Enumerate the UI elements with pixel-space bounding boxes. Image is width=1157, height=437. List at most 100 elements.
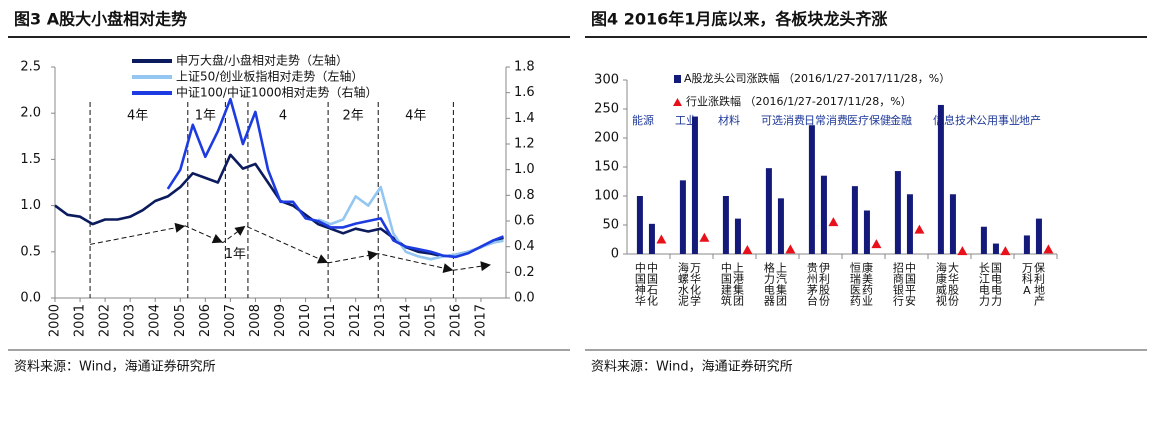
figure-title: 图4 2016年1月底以来，各板块龙头齐涨 bbox=[591, 10, 887, 29]
x-tick-label: 2016 bbox=[448, 304, 463, 337]
x-tick-label: 2009 bbox=[273, 304, 288, 337]
bar bbox=[636, 196, 643, 254]
y-tick-label: 1.5 bbox=[20, 152, 41, 167]
bar bbox=[894, 171, 901, 254]
x-tick-label: 2013 bbox=[373, 304, 388, 337]
x-tick-label: 伊利股份 bbox=[817, 262, 830, 307]
y2-tick-label: 0.6 bbox=[514, 214, 535, 229]
sector-marker bbox=[699, 232, 710, 242]
source: 资料来源：Wind，海通证券研究所 bbox=[14, 359, 216, 375]
x-tick-label: 恒瑞医药 bbox=[848, 262, 861, 307]
x-tick-label: 上港集团 bbox=[731, 262, 744, 307]
y2-tick-label: 0.8 bbox=[514, 188, 535, 203]
x-tick-label: 2001 bbox=[73, 304, 88, 337]
annotation: 2年 bbox=[343, 108, 364, 123]
x-tick-label: 保利地产 bbox=[1032, 261, 1045, 307]
annotation: 1年 bbox=[195, 108, 216, 123]
y2-tick-label: 1.0 bbox=[514, 162, 535, 177]
x-tick-label: 2017 bbox=[473, 304, 488, 337]
legend-label: 上证50/创业板指相对走势（左轴） bbox=[176, 69, 363, 84]
bar bbox=[820, 175, 827, 254]
y2-tick-label: 0.4 bbox=[514, 239, 535, 254]
annotation: 4年 bbox=[405, 108, 426, 123]
sector-marker bbox=[1000, 246, 1011, 256]
bar bbox=[937, 104, 944, 254]
y-tick-label: 300 bbox=[594, 73, 619, 88]
bar bbox=[863, 210, 870, 254]
group-label: 信息技术 bbox=[933, 113, 977, 127]
sector-marker bbox=[785, 244, 796, 254]
sector-marker bbox=[914, 224, 925, 234]
group-label: 可选消费 bbox=[761, 113, 805, 127]
x-tick-label: 海康威视 bbox=[934, 261, 947, 306]
y-tick-label: 2.5 bbox=[20, 60, 41, 75]
y2-tick-label: 1.8 bbox=[514, 60, 535, 75]
trend-line bbox=[90, 225, 492, 271]
legend-label: 中证100/中证1000相对走势（右轴） bbox=[176, 85, 378, 100]
series-line bbox=[166, 97, 504, 259]
group-label: 医疗保健 bbox=[847, 113, 891, 127]
group-label: 地产 bbox=[1019, 113, 1041, 127]
annotation: 4 bbox=[279, 108, 287, 123]
legend-swatch bbox=[674, 75, 681, 83]
bar bbox=[679, 180, 686, 254]
bar bbox=[765, 168, 772, 254]
x-tick-label: 中国平安 bbox=[903, 262, 916, 307]
y2-tick-label: 1.6 bbox=[514, 85, 535, 100]
bar bbox=[906, 194, 913, 254]
y-tick-label: 0.0 bbox=[20, 291, 41, 306]
y-tick-label: 100 bbox=[594, 189, 619, 204]
legend-swatch bbox=[673, 98, 682, 106]
y2-tick-label: 1.2 bbox=[514, 137, 535, 152]
annotation: 4年 bbox=[127, 108, 148, 123]
x-tick-label: 2000 bbox=[48, 304, 63, 337]
y-tick-label: 0.5 bbox=[20, 244, 41, 259]
x-tick-label: 贵州茅台 bbox=[805, 262, 818, 306]
legend-label: A股龙头公司涨跌幅 （2016/1/27-2017/11/28，%） bbox=[684, 71, 950, 85]
x-tick-label: 2012 bbox=[348, 304, 363, 337]
x-tick-label: 中国建筑 bbox=[719, 262, 732, 306]
x-tick-label: 2005 bbox=[173, 304, 188, 337]
x-tick-label: 2011 bbox=[323, 304, 338, 337]
x-tick-label: 2003 bbox=[123, 304, 138, 337]
y-tick-label: 50 bbox=[602, 218, 619, 233]
bar bbox=[949, 194, 956, 254]
annotation: 1年 bbox=[225, 247, 246, 262]
figure-title: 图3 A股大小盘相对走势 bbox=[14, 10, 187, 29]
bar bbox=[808, 125, 815, 255]
x-tick-label: 上汽集团 bbox=[774, 262, 787, 307]
x-tick-label: 2007 bbox=[223, 304, 238, 337]
bar bbox=[691, 116, 698, 254]
legend-label: 行业涨跌幅 （2016/1/27-2017/11/28，%） bbox=[686, 94, 912, 108]
group-label: 工业 bbox=[675, 114, 697, 127]
trend-arrow bbox=[367, 250, 379, 261]
bar bbox=[980, 226, 987, 254]
trend-arrow bbox=[442, 263, 454, 274]
bar bbox=[851, 186, 858, 254]
bar bbox=[722, 196, 729, 254]
y-tick-label: 250 bbox=[594, 102, 619, 117]
x-tick-label: 2008 bbox=[248, 304, 263, 337]
x-tick-label: 万科A bbox=[1020, 262, 1033, 297]
y2-tick-label: 1.4 bbox=[514, 111, 535, 126]
trend-arrow bbox=[174, 222, 186, 233]
bar bbox=[992, 243, 999, 254]
x-tick-label: 海螺水泥 bbox=[676, 261, 689, 307]
group-label: 能源 bbox=[632, 113, 654, 127]
sector-marker bbox=[871, 239, 882, 249]
group-label: 公用事业 bbox=[976, 114, 1020, 127]
y-tick-label: 1.0 bbox=[20, 198, 41, 213]
sector-marker bbox=[957, 246, 968, 256]
trend-arrow bbox=[480, 261, 491, 272]
bar bbox=[1023, 235, 1030, 254]
x-tick-label: 2015 bbox=[423, 304, 438, 337]
sector-marker bbox=[742, 244, 753, 254]
x-tick-label: 长江电力 bbox=[977, 262, 990, 306]
group-label: 日常消费 bbox=[804, 113, 848, 127]
trend-arrow bbox=[234, 225, 246, 236]
x-tick-label: 大华股份 bbox=[946, 261, 959, 307]
legend-label: 申万大盘/小盘相对走势（左轴） bbox=[176, 53, 348, 68]
y-tick-label: 200 bbox=[594, 131, 619, 146]
x-tick-label: 康美药业 bbox=[860, 261, 873, 306]
